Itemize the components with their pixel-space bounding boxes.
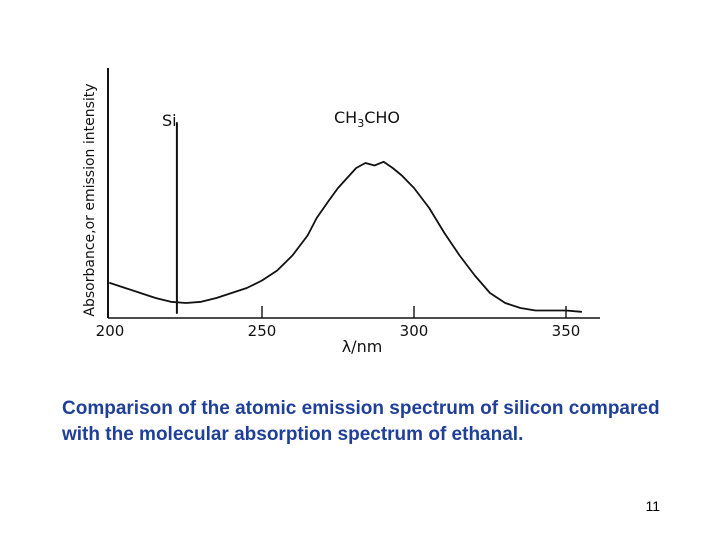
x-axis-label: λ/nm xyxy=(342,337,383,356)
series-layer xyxy=(109,122,583,314)
x-tick-label: 350 xyxy=(552,322,581,340)
ethanal-label: CH3CHO xyxy=(334,108,400,130)
x-tick-label: 200 xyxy=(96,322,125,340)
y-axis-label: Absorbance,or emission intensity xyxy=(82,83,98,316)
x-ticks: 200 250 300 350 xyxy=(96,306,581,340)
series-ethanal-absorption-curve xyxy=(109,160,583,313)
spectrum-chart: Absorbance,or emission intensity λ/nm 20… xyxy=(82,68,600,356)
figure-caption: Comparison of the atomic emission spectr… xyxy=(62,398,660,445)
x-tick-label: 300 xyxy=(400,322,429,340)
page-number: 11 xyxy=(645,498,660,514)
x-tick-label: 250 xyxy=(248,322,277,340)
si-label: Si xyxy=(162,111,177,130)
